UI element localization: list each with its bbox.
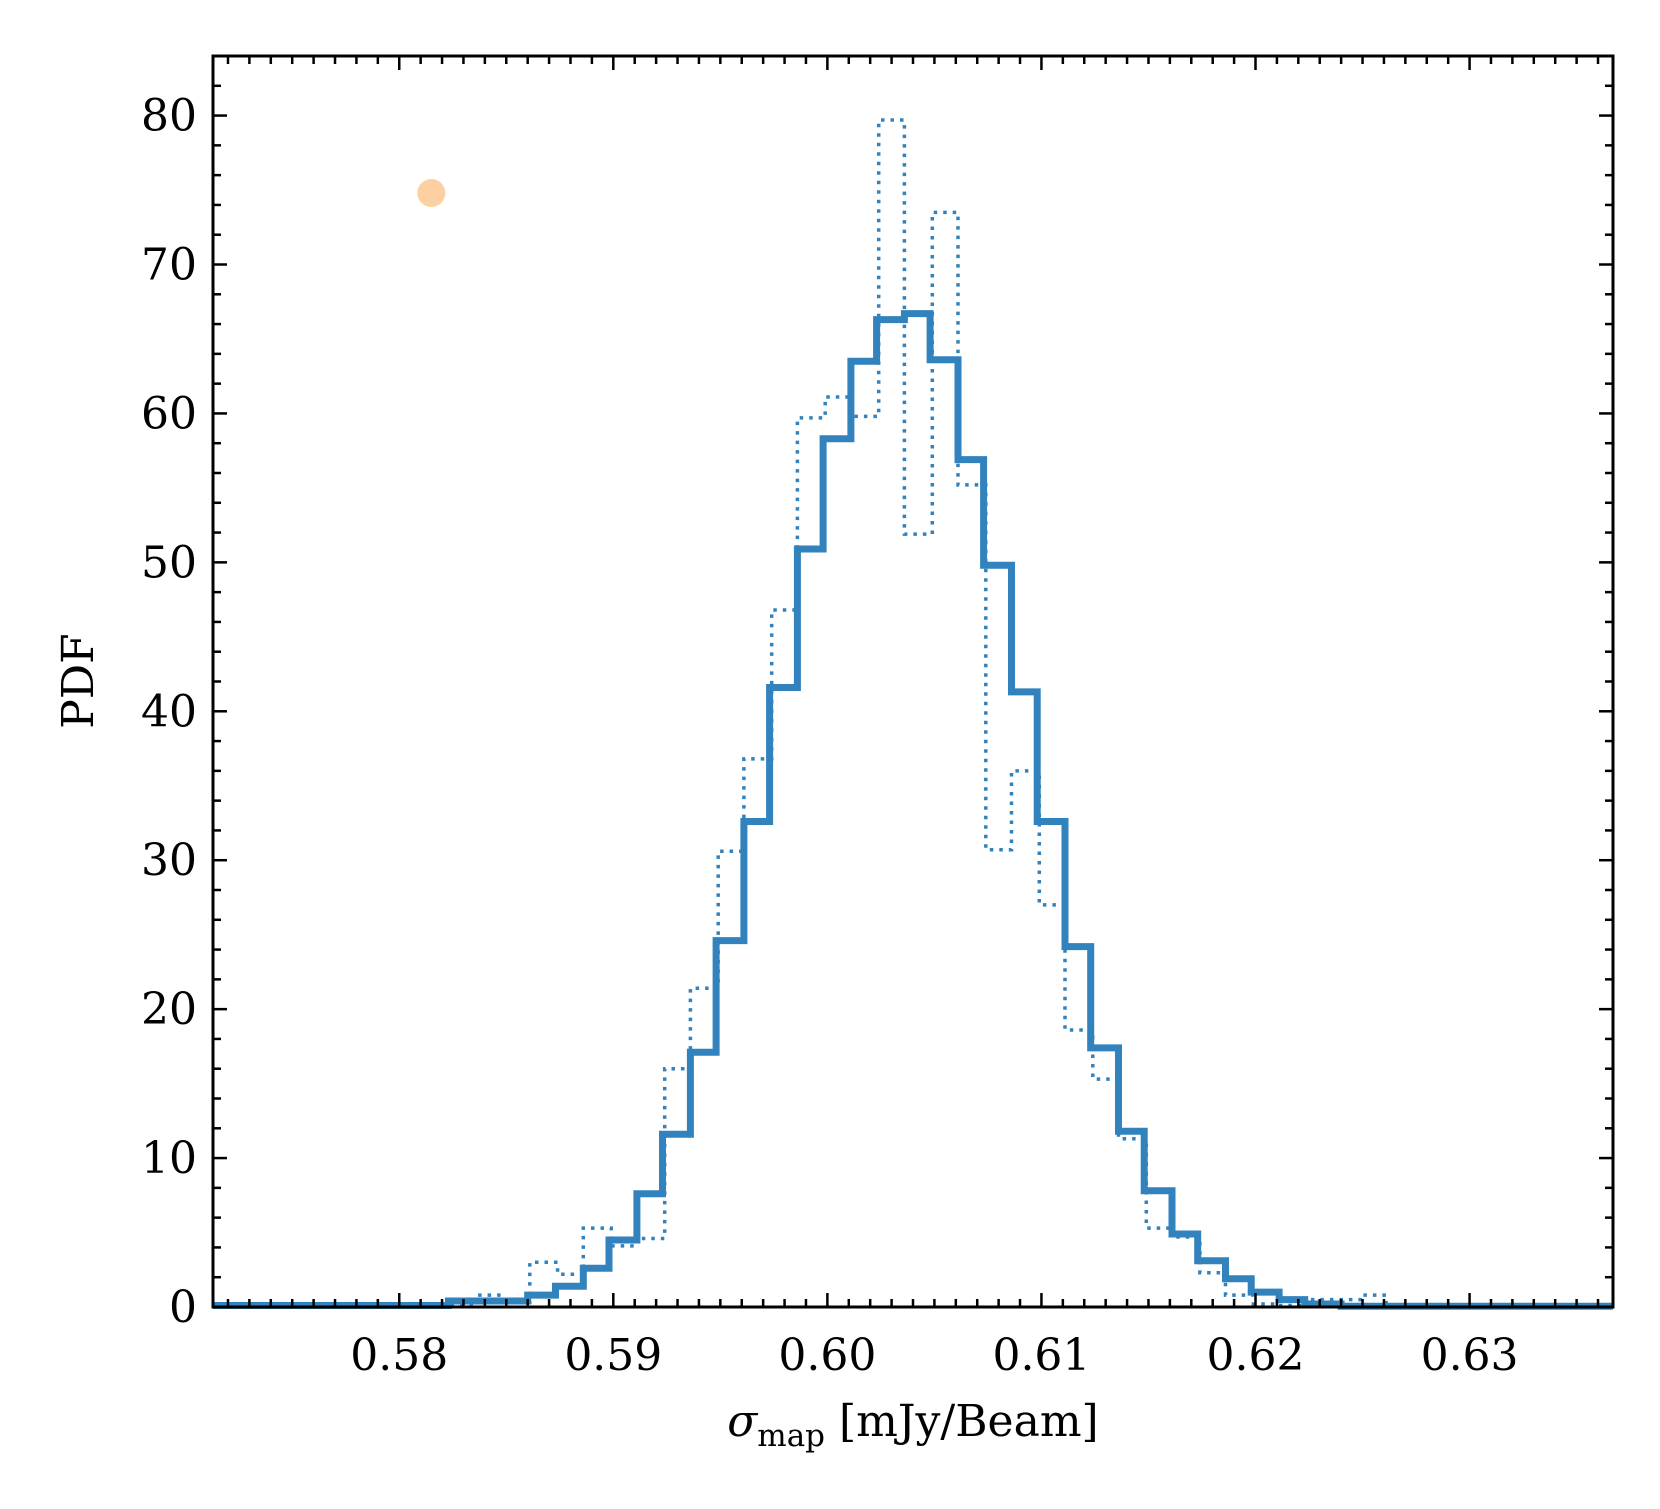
x-axis-label-symbol: σ: [727, 1396, 759, 1447]
y-tick-label: 70: [141, 240, 197, 291]
series-solid-step: [213, 310, 1613, 1310]
y-tick-label: 40: [141, 686, 197, 737]
y-tick-label: 30: [141, 835, 197, 886]
axis-ticks: [213, 54, 1613, 1309]
x-tick-label: 0.59: [564, 1330, 662, 1381]
y-tick-label: 50: [141, 537, 197, 588]
x-axis-label: σmap [mJy/Beam]: [727, 1396, 1098, 1454]
y-tick-label: 20: [141, 984, 197, 1035]
axes-frame: [211, 54, 1615, 1309]
series-dotted-step: [213, 118, 1613, 1309]
y-axis-label: PDF: [53, 633, 104, 728]
x-tick-label: 0.58: [350, 1330, 448, 1381]
x-tick-label: 0.63: [1421, 1330, 1519, 1381]
y-tick-label: 80: [141, 91, 197, 142]
x-tick-label: 0.62: [1207, 1330, 1305, 1381]
marker-dot: [417, 179, 446, 208]
x-axis-label-unit: [mJy/Beam]: [825, 1396, 1099, 1447]
y-tick-label: 10: [141, 1133, 197, 1184]
x-tick-label: 0.60: [778, 1330, 876, 1381]
plot-area: [213, 118, 1613, 1310]
x-tick-label: 0.61: [992, 1330, 1090, 1381]
tick-labels: 0.58 0.59 0.60 0.61 0.62 0.63 0 10 20 30 40 50 60 70 8…: [141, 91, 1519, 1381]
y-tick-label: 0: [169, 1282, 197, 1333]
y-tick-label: 60: [141, 388, 197, 439]
x-axis-label-subscript: map: [757, 1418, 825, 1454]
